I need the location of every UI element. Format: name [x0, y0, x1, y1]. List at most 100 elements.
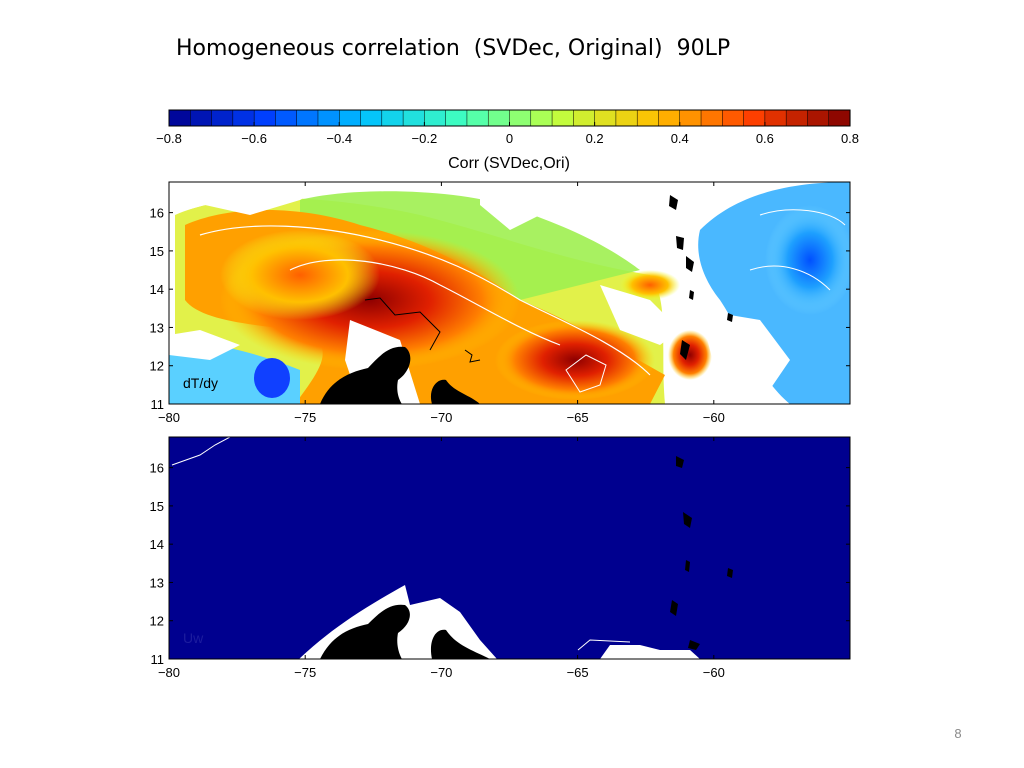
colorbar-tick-label: 0.2 [586, 131, 604, 146]
colorbar-tick-label: −0.4 [326, 131, 352, 146]
colorbar-swatch [615, 109, 638, 127]
contour-black-1 [364, 297, 441, 351]
panel-uw-overlay [171, 437, 733, 659]
colorbar-swatch [253, 109, 276, 127]
contour-line-bottom-2 [577, 639, 631, 651]
field-blue-sw-core [254, 358, 290, 398]
y-tick-label: 13 [150, 575, 164, 590]
colorbar-tick-label: 0.8 [841, 131, 859, 146]
land-venezuela-bottom [430, 629, 490, 659]
mask-center [600, 285, 680, 345]
panel-uw-label: Uw [183, 630, 204, 646]
colorbar-swatch [466, 109, 489, 127]
panel-dtdy: dT/dy −80 −75 −70 −65 −60 11 12 13 14 15 16 [150, 181, 851, 425]
colorbar-swatch [339, 109, 362, 127]
colorbar-swatch [828, 109, 851, 127]
colorbar-swatch [636, 109, 660, 127]
colorbar-swatch [360, 109, 383, 127]
mask-northeast [610, 182, 720, 250]
x-tick-label: −60 [703, 410, 725, 425]
colorbar-swatch [679, 109, 702, 127]
panel-uw-frame [168, 436, 851, 660]
colorbar-swatch [530, 109, 553, 127]
colorbar-swatch [445, 109, 468, 127]
colorbar-swatch [381, 109, 404, 127]
mask-south-bottom [600, 645, 700, 659]
colorbar-swatch [317, 109, 340, 127]
colorbar-swatch [722, 109, 745, 127]
colorbar-swatch [551, 109, 574, 127]
colorbar-swatch [232, 109, 255, 127]
colorbar-swatch [211, 109, 234, 127]
x-tick-label: −65 [567, 665, 589, 680]
panel-uw: Uw −80 −75 −70 −65 −60 11 12 13 14 15 16 [150, 436, 851, 680]
colorbar-tick-label: 0 [506, 131, 513, 146]
y-tick-label: 12 [150, 614, 164, 629]
colorbar-tick-label: 0.4 [671, 131, 689, 146]
colorbar-swatch [424, 109, 447, 127]
x-tick-label: −80 [158, 665, 180, 680]
y-tick-label: 14 [150, 537, 164, 552]
mask-west [169, 330, 240, 360]
x-tick-label: −75 [294, 665, 316, 680]
colorbar-swatch [658, 109, 681, 127]
y-tick-label: 16 [150, 461, 164, 476]
land-colombia-bottom [320, 604, 410, 659]
colorbar-swatch [785, 109, 808, 127]
contour-line-2 [289, 259, 561, 346]
panel-dtdy-label: dT/dy [183, 375, 218, 391]
x-tick-label: −70 [430, 665, 452, 680]
y-tick-label: 15 [150, 244, 164, 259]
colorbar-swatch [275, 109, 298, 127]
y-tick-label: 16 [150, 206, 164, 221]
y-tick-label: 12 [150, 359, 164, 374]
x-tick-label: −65 [567, 410, 589, 425]
colorbar-swatch [743, 109, 766, 127]
colorbar-swatch [487, 109, 511, 127]
colorbar-label: Corr (SVDec,Ori) [448, 155, 570, 172]
panel-uw-field [169, 437, 850, 659]
field-blue-core [765, 205, 850, 315]
land-venezuela-west [430, 379, 480, 404]
x-tick-label: −80 [158, 410, 180, 425]
colorbar-swatch [402, 109, 425, 127]
field-orange-patch [620, 270, 680, 300]
land-colombia [320, 346, 411, 404]
contour-line-3 [749, 209, 846, 291]
panel-dtdy-field [169, 182, 850, 404]
mask-northwest [169, 182, 330, 215]
colorbar-tick-label: 0.6 [756, 131, 774, 146]
colorbar-tick-label: −0.2 [412, 131, 438, 146]
colorbar-swatch [509, 109, 532, 127]
field-red-lobe [495, 320, 655, 400]
colorbar-swatch [573, 109, 596, 127]
slide-title: Homogeneous correlation (SVDec, Original… [176, 36, 731, 61]
colorbar: −0.8 −0.6 −0.4 −0.2 0 0.2 0.4 0.6 0.8 Corr (SVDe… [156, 109, 859, 172]
colorbar-swatch [594, 109, 617, 127]
contour-black-2 [464, 349, 481, 363]
colorbar-swatch [807, 109, 830, 127]
colorbar-swatches [168, 109, 851, 127]
contour-line-bottom-1 [171, 437, 231, 466]
y-tick-label: 11 [151, 652, 165, 667]
panel-dtdy-axes: −80 −75 −70 −65 −60 11 12 13 14 15 16 [150, 182, 850, 425]
colorbar-swatch [190, 109, 213, 127]
y-tick-label: 15 [150, 499, 164, 514]
y-tick-label: 11 [151, 397, 165, 412]
colorbar-swatch [168, 109, 191, 127]
colorbar-swatch [700, 109, 723, 127]
colorbar-swatch [764, 109, 787, 127]
field-red-west [220, 230, 380, 320]
field-red-patch [668, 330, 712, 380]
mask-east [700, 310, 790, 404]
y-tick-label: 13 [150, 320, 164, 335]
panel-uw-axes: −80 −75 −70 −65 −60 11 12 13 14 15 16 [150, 437, 850, 680]
contour-line-1 [199, 225, 651, 376]
contour-line-4 [565, 354, 607, 393]
panel-dtdy-frame [168, 181, 851, 405]
y-tick-label: 14 [150, 282, 164, 297]
colorbar-ticks: −0.8 −0.6 −0.4 −0.2 0 0.2 0.4 0.6 0.8 [156, 122, 859, 146]
colorbar-tick-label: −0.6 [241, 131, 267, 146]
slide-number: 8 [954, 726, 962, 741]
